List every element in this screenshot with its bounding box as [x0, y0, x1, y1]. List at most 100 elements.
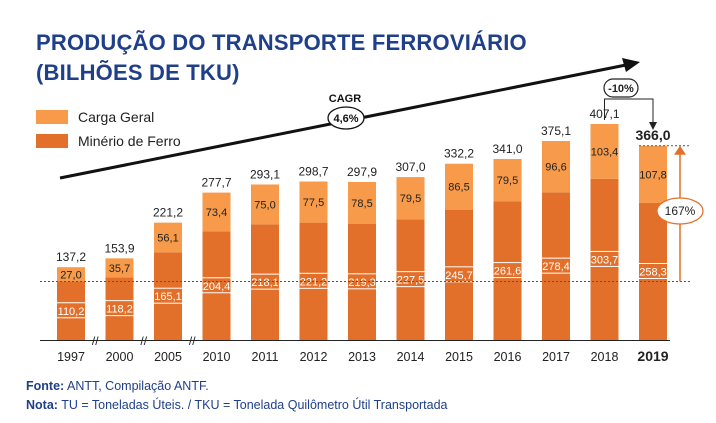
x-tick-label-2016: 2016 — [494, 350, 522, 364]
total-label-2019: 366,0 — [635, 127, 670, 143]
label-box-minerio-2016 — [490, 262, 525, 279]
bar-carga-geral-1997 — [57, 267, 85, 282]
legend-item-carga-geral: Carga Geral — [36, 108, 154, 126]
data-label-carga-geral-2019: 107,8 — [639, 169, 667, 181]
label-box-minerio-2005 — [150, 287, 186, 304]
cagr-value: 4,6% — [333, 113, 358, 125]
bar-carga-geral-2017 — [542, 141, 570, 193]
data-label-minerio-2015: 245,7 — [445, 270, 473, 282]
total-label-2014: 307,0 — [395, 160, 425, 174]
bar-minerio-2010 — [202, 231, 231, 340]
label-box-minerio-2000 — [102, 300, 137, 317]
change-arrowhead — [649, 122, 657, 130]
total-label-2013: 297,9 — [347, 165, 377, 179]
bar-carga-geral-2012 — [299, 181, 328, 223]
bar-carga-geral-2018 — [590, 124, 619, 179]
data-label-minerio-2012: 221,2 — [300, 276, 328, 288]
axis-break-1997: // — [92, 334, 99, 348]
bar-carga-geral-2016 — [493, 159, 522, 202]
label-box-minerio-1997 — [53, 302, 89, 319]
growth-arrowhead — [674, 145, 686, 155]
label-box-minerio-2010 — [199, 277, 234, 294]
bar-carga-geral-2019 — [639, 145, 667, 203]
total-label-2010: 277,7 — [201, 176, 231, 190]
data-label-minerio-1997: 110,2 — [58, 306, 85, 318]
legend-item-minerio-de-ferro: Minério de Ferro — [36, 132, 181, 150]
data-label-minerio-2010: 204,4 — [203, 281, 231, 293]
change-connector — [604, 98, 654, 124]
source-label: Fonte: — [26, 379, 65, 393]
bar-minerio-2011 — [251, 224, 279, 340]
bar-minerio-2017 — [542, 192, 570, 340]
bar-carga-geral-2014 — [396, 177, 425, 220]
axis-break-2000: // — [140, 334, 147, 348]
label-box-minerio-2015 — [441, 266, 477, 283]
bar-minerio-2005 — [154, 252, 182, 340]
x-tick-label-2015: 2015 — [445, 350, 473, 364]
x-tick-label-2018: 2018 — [591, 350, 619, 364]
footnote-label: Nota: — [26, 398, 58, 412]
x-tick-label-2011: 2011 — [252, 350, 279, 364]
data-label-minerio-2011: 218,1 — [251, 277, 279, 289]
data-label-carga-geral-1997: 27,0 — [60, 269, 81, 281]
bar-minerio-2014 — [396, 219, 425, 340]
bar-carga-geral-2013 — [348, 181, 376, 224]
label-box-minerio-2012 — [296, 272, 331, 289]
bar-minerio-1997 — [57, 281, 85, 340]
x-tick-label-2012: 2012 — [300, 350, 328, 364]
change-badge-text: -10% — [608, 83, 634, 95]
cagr-badge — [327, 106, 365, 130]
source-text: ANTT, Compilação ANTF. — [66, 379, 209, 393]
legend-swatch-minerio-de-ferro — [36, 134, 68, 148]
bar-carga-geral-2010 — [202, 192, 231, 232]
data-label-carga-geral-2018: 103,4 — [591, 146, 619, 158]
data-label-carga-geral-2016: 79,5 — [497, 175, 518, 187]
total-label-2016: 341,0 — [492, 142, 522, 156]
total-label-2015: 332,2 — [444, 147, 474, 161]
change-badge — [603, 78, 639, 98]
data-label-carga-geral-2015: 86,5 — [448, 182, 469, 194]
label-box-minerio-2014 — [393, 271, 428, 288]
cagr-label: CAGR — [329, 93, 361, 105]
legend-label-minerio-de-ferro: Minério de Ferro — [78, 133, 181, 149]
x-tick-label-2005: 2005 — [154, 350, 182, 364]
bar-carga-geral-2000 — [105, 258, 134, 278]
x-tick-label-2017: 2017 — [542, 350, 570, 364]
data-label-carga-geral-2005: 56,1 — [157, 233, 178, 245]
axis-break-2005: // — [189, 334, 196, 348]
bar-carga-geral-2011 — [251, 184, 279, 225]
x-tick-label-2019: 2019 — [637, 348, 668, 364]
x-tick-label-2010: 2010 — [203, 350, 231, 364]
data-label-minerio-2018: 303,7 — [591, 254, 619, 266]
cagr-arrowhead — [622, 58, 640, 72]
data-label-carga-geral-2013: 78,5 — [351, 198, 372, 210]
legend-label-carga-geral: Carga Geral — [78, 109, 155, 125]
data-label-minerio-2013: 219,3 — [348, 277, 376, 289]
data-label-carga-geral-2011: 75,0 — [254, 199, 275, 211]
chart-title-line-2: (BILHÕES DE TKU) — [36, 60, 240, 85]
data-label-minerio-2017: 278,4 — [542, 261, 570, 273]
bar-carga-geral-2015 — [445, 163, 473, 210]
data-label-carga-geral-2000: 35,7 — [109, 263, 130, 275]
legend-swatch-carga-geral — [36, 110, 68, 124]
total-label-2005: 221,2 — [153, 206, 183, 220]
footnote: Nota: TU = Toneladas Úteis. / TKU = Tone… — [26, 398, 448, 412]
bar-minerio-2019 — [639, 202, 667, 340]
x-tick-label-1997: 1997 — [57, 350, 85, 364]
footnote-text: TU = Toneladas Úteis. / TKU = Tonelada Q… — [61, 398, 448, 412]
data-label-minerio-2016: 261,6 — [494, 266, 522, 278]
bar-minerio-2016 — [493, 201, 522, 340]
data-label-minerio-2000: 118,2 — [106, 304, 133, 316]
data-label-minerio-2014: 227,5 — [397, 275, 425, 287]
growth-badge-text: 167% — [665, 204, 696, 218]
data-label-minerio-2005: 165,1 — [154, 291, 182, 303]
growth-badge — [656, 197, 704, 225]
label-box-minerio-2019 — [635, 262, 671, 279]
data-label-carga-geral-2017: 96,6 — [545, 162, 566, 174]
bar-carga-geral-2005 — [154, 222, 182, 253]
x-tick-label-2013: 2013 — [348, 350, 376, 364]
data-label-carga-geral-2012: 77,5 — [303, 197, 324, 209]
x-tick-label-2000: 2000 — [106, 350, 134, 364]
x-tick-label-2014: 2014 — [397, 350, 425, 364]
